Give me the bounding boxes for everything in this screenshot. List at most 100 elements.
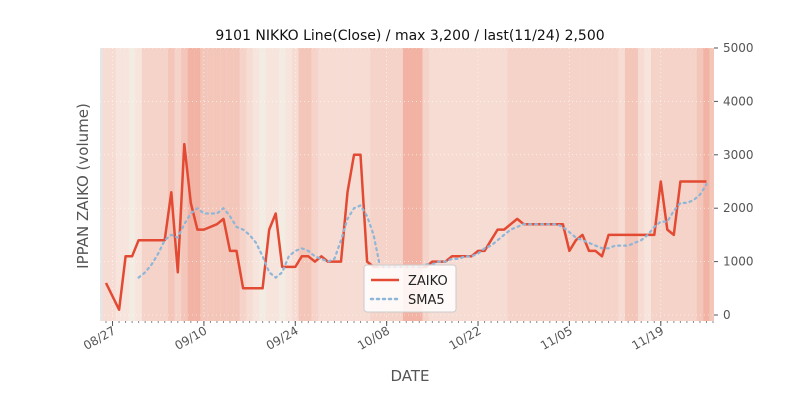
shade-band [305, 48, 312, 321]
shade-band [540, 48, 547, 321]
shade-band [135, 48, 142, 321]
shade-band [526, 48, 534, 321]
shade-band [585, 48, 593, 321]
legend-label-zaiko: ZAIKO [408, 274, 448, 289]
x-tick-label: 09/24 [264, 323, 301, 352]
y-tick-label: 2000 [723, 201, 754, 215]
shade-band [226, 48, 234, 321]
shade-band [278, 48, 286, 321]
shade-band [416, 48, 423, 321]
shade-band [605, 48, 612, 321]
shade-band [220, 48, 227, 321]
shade-band [213, 48, 221, 321]
shade-band [239, 48, 247, 321]
shade-band [148, 48, 155, 321]
shade-band [513, 48, 521, 321]
shade-band [644, 48, 651, 321]
legend: ZAIKO SMA5 [363, 264, 457, 313]
y-axis-label: IPPAN ZAIKO (volume) [74, 103, 92, 269]
shade-band [272, 48, 279, 321]
shade-band [709, 48, 714, 321]
shade-band [181, 48, 188, 321]
x-tick-label: 09/10 [172, 323, 209, 352]
shade-band [318, 48, 325, 321]
shade-band [461, 48, 469, 321]
shade-band [102, 48, 110, 321]
shade-band [696, 48, 704, 321]
shade-band [187, 48, 195, 321]
y-tick-label: 5000 [723, 41, 754, 55]
shade-band [637, 48, 645, 321]
series-line-sma5 [137, 183, 708, 279]
x-tick-label: 11/05 [538, 323, 575, 352]
shade-band [664, 48, 671, 321]
x-tick-label: 10/08 [355, 323, 392, 352]
shade-band [252, 48, 260, 321]
shade-band [572, 48, 580, 321]
shade-band [507, 48, 514, 321]
chart-title: 9101 NIKKO Line(Close) / max 3,200 / las… [215, 28, 604, 44]
shade-band [468, 48, 475, 321]
shade-band [624, 48, 632, 321]
shade-band [350, 48, 358, 321]
shade-band [161, 48, 169, 321]
x-tick-label: 11/19 [629, 323, 666, 352]
shade-band [494, 48, 501, 321]
shade-band [631, 48, 638, 321]
shade-band [370, 48, 377, 321]
shade-band [389, 48, 397, 321]
shade-band [285, 48, 293, 321]
shade-band [298, 48, 306, 321]
shade-band [207, 48, 214, 321]
shade-band [363, 48, 371, 321]
shade-band [442, 48, 449, 321]
shade-band [168, 48, 175, 321]
shade-band [233, 48, 240, 321]
shade-band [337, 48, 345, 321]
shade-band [553, 48, 560, 321]
shade-band [402, 48, 410, 321]
shade-band [670, 48, 678, 321]
shade-band [331, 48, 338, 321]
shade-band [357, 48, 364, 321]
shade-band [520, 48, 527, 321]
y-tick-label: 3000 [723, 148, 754, 162]
shade-band [141, 48, 149, 321]
legend-label-sma5: SMA5 [408, 293, 445, 308]
x-tick-label: 10/22 [447, 323, 484, 352]
shade-band [259, 48, 266, 321]
shade-band [455, 48, 462, 321]
shade-band [324, 48, 332, 321]
y-tick-label: 1000 [723, 255, 754, 269]
shade-band [115, 48, 123, 321]
shade-band [559, 48, 567, 321]
shade-band [429, 48, 436, 321]
shade-band [579, 48, 586, 321]
shade-band [344, 48, 351, 321]
shade-band [265, 48, 273, 321]
shade-band [690, 48, 697, 321]
shade-band [533, 48, 541, 321]
shade-band [611, 48, 619, 321]
shade-band [154, 48, 162, 321]
shade-band [311, 48, 319, 321]
shade-band [546, 48, 554, 321]
shade-band [409, 48, 417, 321]
shade-band [246, 48, 253, 321]
shade-band [448, 48, 456, 321]
y-tick-label: 0 [723, 308, 731, 322]
shade-band [422, 48, 430, 321]
shade-band [128, 48, 136, 321]
shade-band [396, 48, 403, 321]
shade-band [598, 48, 606, 321]
shade-band [487, 48, 495, 321]
y-tick-label: 4000 [723, 94, 754, 108]
legend-box [363, 264, 457, 313]
shade-band [683, 48, 691, 321]
y-axis: 0 1000 2000 3000 4000 5000 [714, 41, 754, 322]
shade-band [618, 48, 625, 321]
shade-band [481, 48, 488, 321]
shade-band [435, 48, 443, 321]
x-axis: 08/27 09/10 09/24 10/08 10/22 11/05 11/19 [81, 321, 714, 353]
